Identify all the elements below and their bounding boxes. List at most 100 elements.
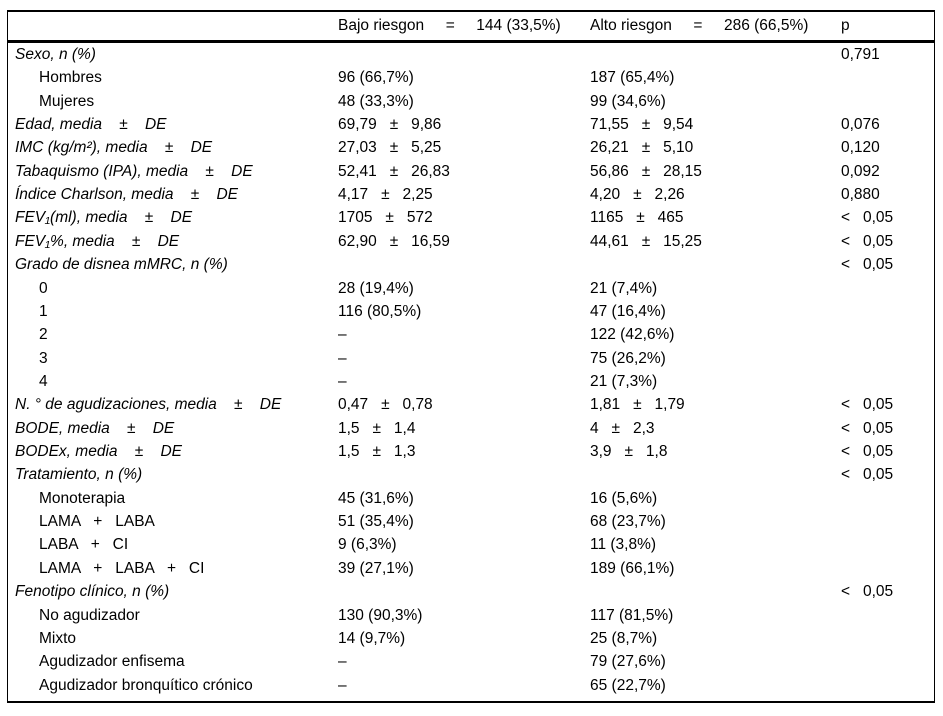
high-risk-cell: 79 (27,6%) [590,653,666,671]
low-risk-cell: 39 (27,1%) [338,559,414,577]
p-value-cell: < 0,05 [841,396,894,414]
row-label: Tabaquismo (IPA), media ± DE [15,162,253,180]
p-value-cell: 0,076 [841,116,880,133]
results-table: Bajo riesgon = 144 (33,5%) Alto riesgon … [7,10,935,703]
low-risk-cell: 45 (31,6%) [338,489,414,507]
low-risk-cell: – [338,349,347,367]
high-risk-cell: 187 (65,4%) [590,69,675,87]
high-risk-cell: 75 (26,2%) [590,349,666,367]
row-label: LAMA + LABA [39,513,155,531]
table-row: 4 – 21 (7,3%) [8,370,934,393]
low-risk-cell: 0,47 ± 0,78 [338,396,433,414]
high-risk-cell: 1165 ± 465 [590,209,684,227]
row-label: Fenotipo clínico, n (%) [15,583,170,601]
row-label: Mixto [39,629,77,647]
table-row: Tratamiento, n (%) < 0,05 [8,463,934,486]
row-label: 3 [39,349,48,367]
row-label: Grado de disnea mMRC, n (%) [15,256,228,274]
table-row: Sexo, n (%) 0,791 [8,43,934,66]
low-risk-cell: 1,5 ± 1,4 [338,419,416,437]
low-risk-cell: 51 (35,4%) [338,513,414,531]
row-label: Hombres [39,69,102,87]
row-label: IMC (kg/m²), media ± DE [15,139,213,157]
row-label: Mujeres [39,92,95,110]
p-value-cell: < 0,05 [841,583,894,601]
high-risk-cell: 3,9 ± 1,8 [590,443,668,461]
row-label: 2 [39,326,48,344]
table-body: Sexo, n (%) 0,791 Hombres 96 (66,7%) 187… [8,43,934,697]
low-risk-cell: 4,17 ± 2,25 [338,186,433,204]
low-risk-cell: 52,41 ± 26,83 [338,162,450,180]
low-risk-cell: 69,79 ± 9,86 [338,116,442,133]
low-risk-cell: 1,5 ± 1,3 [338,443,416,461]
table-row: 1 116 (80,5%) 47 (16,4%) [8,300,934,323]
p-value-cell: < 0,05 [841,232,894,250]
row-label: LAMA + LABA + CI [39,559,205,577]
table-row: LAMA + LABA + CI 39 (27,1%) 189 (66,1%) [8,557,934,580]
table-row: No agudizador 130 (90,3%) 117 (81,5%) [8,604,934,627]
high-risk-cell: 47 (16,4%) [590,302,666,320]
low-risk-cell: 9 (6,3%) [338,536,397,554]
table-row: Monoterapia 45 (31,6%) 16 (5,6%) [8,487,934,510]
table-row: Hombres 96 (66,7%) 187 (65,4%) [8,66,934,89]
row-label: Agudizador enfisema [39,653,185,671]
high-risk-cell: 4 ± 2,3 [590,419,655,437]
low-risk-cell: 1705 ± 572 [338,209,433,227]
high-risk-cell: 11 (3,8%) [590,536,657,554]
high-risk-cell: 56,86 ± 28,15 [590,162,702,180]
row-label: Tratamiento, n (%) [15,466,143,484]
table-row: Índice Charlson, media ± DE 4,17 ± 2,25 … [8,183,934,206]
header-p: p [841,17,850,35]
row-label: LABA + CI [39,536,129,554]
table-row: LABA + CI 9 (6,3%) 11 (3,8%) [8,534,934,557]
high-risk-cell: 26,21 ± 5,10 [590,139,694,157]
low-risk-cell: 62,90 ± 16,59 [338,232,450,250]
row-label: 1 [39,302,48,320]
table-row: LAMA + LABA 51 (35,4%) 68 (23,7%) [8,510,934,533]
row-label: Agudizador bronquítico crónico [39,676,253,694]
row-label: BODE, media ± DE [15,419,175,437]
high-risk-cell: 65 (22,7%) [590,676,666,694]
p-value-cell: 0,092 [841,162,880,180]
row-label: 4 [39,372,48,390]
row-label: N. ° de agudizaciones, media ± DE [15,396,282,414]
high-risk-cell: 68 (23,7%) [590,513,666,531]
table-row: Mixto 14 (9,7%) 25 (8,7%) [8,627,934,650]
table-row: Grado de disnea mMRC, n (%) < 0,05 [8,253,934,276]
p-value-cell: 0,120 [841,139,880,157]
header-high-risk: Alto riesgon = 286 (66,5%) [590,17,809,35]
table-row: BODEx, media ± DE 1,5 ± 1,3 3,9 ± 1,8 < … [8,440,934,463]
p-value-cell: < 0,05 [841,256,894,274]
table-row: IMC (kg/m²), media ± DE 27,03 ± 5,25 26,… [8,136,934,159]
row-label: No agudizador [39,606,140,624]
low-risk-cell: 27,03 ± 5,25 [338,139,442,157]
row-label: Edad, media ± DE [15,116,167,133]
low-risk-cell: – [338,653,347,671]
table-row: N. ° de agudizaciones, media ± DE 0,47 ±… [8,393,934,416]
table-row: BODE, media ± DE 1,5 ± 1,4 4 ± 2,3 < 0,0… [8,417,934,440]
p-value-cell: 0,880 [841,186,880,204]
high-risk-cell: 122 (42,6%) [590,326,675,344]
table-row: Agudizador bronquítico crónico – 65 (22,… [8,674,934,697]
low-risk-cell: 14 (9,7%) [338,629,406,647]
row-label: Índice Charlson, media ± DE [15,186,239,204]
p-value-cell: < 0,05 [841,419,894,437]
low-risk-cell: – [338,676,347,694]
row-label: 0 [39,279,48,297]
header-low-risk: Bajo riesgon = 144 (33,5%) [338,17,561,35]
low-risk-cell: 48 (33,3%) [338,92,414,110]
table-row: FEV₁(ml), media ± DE 1705 ± 572 1165 ± 4… [8,207,934,230]
p-value-cell: < 0,05 [841,209,894,227]
row-label: BODEx, media ± DE [15,443,182,461]
high-risk-cell: 1,81 ± 1,79 [590,396,685,414]
high-risk-cell: 99 (34,6%) [590,92,666,110]
high-risk-cell: 71,55 ± 9,54 [590,116,694,133]
table-row: Tabaquismo (IPA), media ± DE 52,41 ± 26,… [8,160,934,183]
high-risk-cell: 16 (5,6%) [590,489,658,507]
p-value-cell: < 0,05 [841,466,894,484]
high-risk-cell: 4,20 ± 2,26 [590,186,685,204]
table-row: 3 – 75 (26,2%) [8,347,934,370]
low-risk-cell: – [338,326,347,344]
table-row: FEV₁%, media ± DE 62,90 ± 16,59 44,61 ± … [8,230,934,253]
table-row: 0 28 (19,4%) 21 (7,4%) [8,277,934,300]
